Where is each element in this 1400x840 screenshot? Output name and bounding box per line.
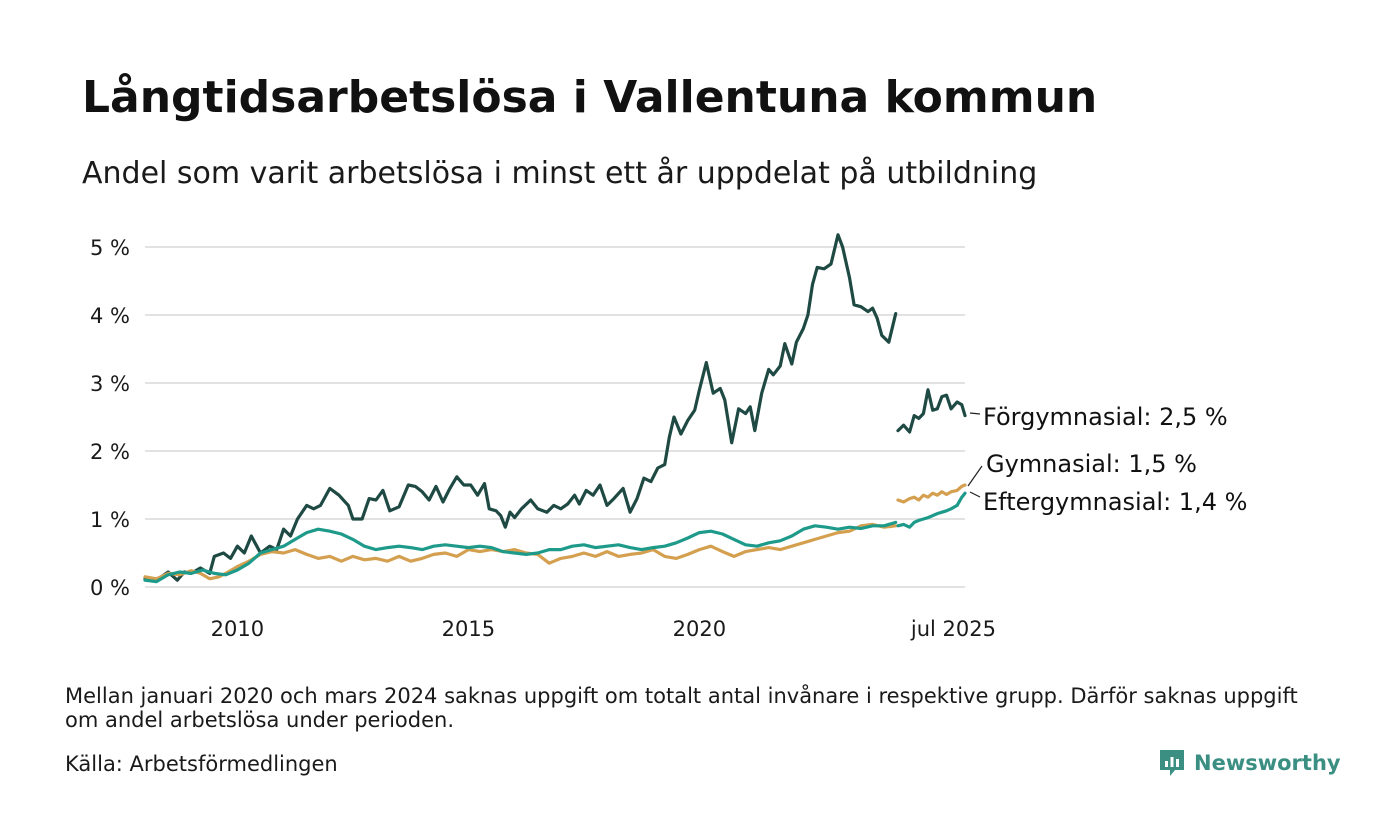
gridlines (145, 246, 965, 588)
newsworthy-logo-icon (1160, 750, 1184, 776)
series-line-eftergymnasial-0 (143, 520, 898, 584)
end-label-eftergymnasial: Eftergymnasial: 1,4 % (983, 488, 1247, 516)
y-axis-labels: 0 % 1 % 2 % 3 % 4 % 5 % (90, 236, 130, 600)
x-tick-label-0: 2010 (211, 617, 264, 641)
series-line-förgymnasial-0 (143, 233, 898, 582)
end-label-gymnasial: Gymnasial: 1,5 % (986, 450, 1197, 478)
y-tick-label-5: 5 % (90, 236, 130, 260)
chart-subtitle: Andel som varit arbetslösa i minst ett å… (82, 156, 1038, 191)
series-line-eftergymnasial-1 (896, 491, 967, 529)
source-text: Källa: Arbetsförmedlingen (65, 752, 338, 776)
chart-title: Långtidsarbetslösa i Vallentuna kommun (82, 72, 1098, 123)
y-tick-label-2: 2 % (90, 440, 130, 464)
y-tick-label-3: 3 % (90, 372, 130, 396)
series-lines (143, 233, 967, 584)
end-label-leader-0 (969, 412, 981, 415)
series-end-labels: Förgymnasial: 2,5 % Gymnasial: 1,5 % Efter… (967, 403, 1247, 516)
series-line-förgymnasial-1 (896, 388, 967, 434)
brand-logo[interactable]: Newsworthy (1158, 748, 1341, 778)
end-label-förgymnasial: Förgymnasial: 2,5 % (983, 403, 1228, 431)
end-label-leader-1 (967, 465, 983, 487)
x-axis-labels: 2010 2015 2020 jul 2025 (211, 617, 996, 641)
series-line-gymnasial-0 (143, 522, 898, 581)
y-tick-label-0: 0 % (90, 576, 130, 600)
x-tick-label-2: 2020 (673, 617, 726, 641)
brand-name: Newsworthy (1194, 751, 1341, 775)
y-tick-label-1: 1 % (90, 508, 130, 532)
line-chart: 0 %1 %2 %3 %4 %5 % 2010 2015 2020 jul 2025 … (90, 233, 1247, 641)
x-tick-label-1: 2015 (442, 617, 495, 641)
series-line-gymnasial-1 (896, 483, 967, 504)
y-tick-label-4: 4 % (90, 304, 130, 328)
x-tick-label-3: jul 2025 (910, 617, 996, 641)
end-label-leader-2 (969, 491, 981, 498)
footnote: Mellan januari 2020 och mars 2024 saknas… (65, 684, 1298, 732)
